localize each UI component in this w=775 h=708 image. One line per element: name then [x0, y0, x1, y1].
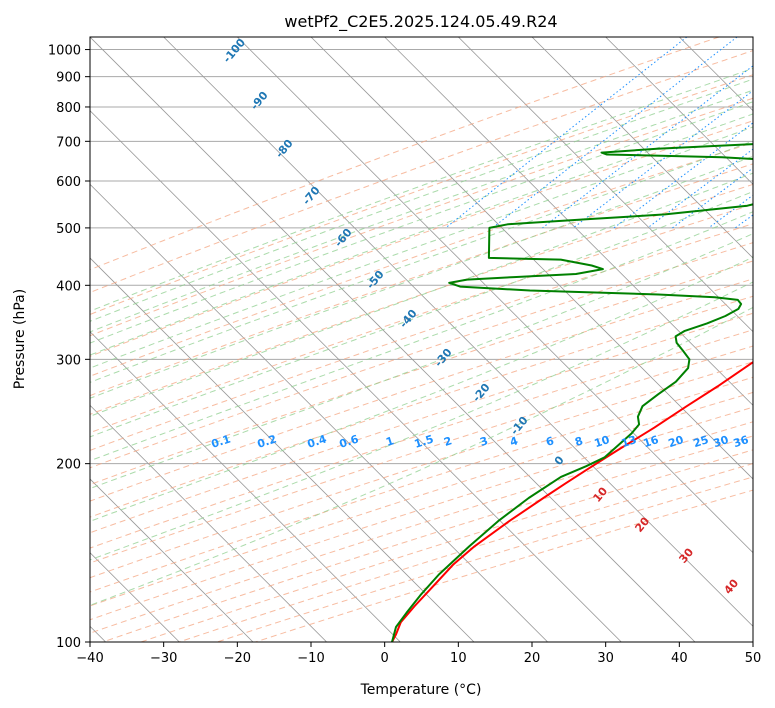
y-tick-label: 400: [56, 279, 81, 294]
y-tick-label: 500: [56, 222, 81, 237]
y-tick-label: 700: [56, 135, 81, 150]
mixing-ratio-label: 0.4: [306, 432, 329, 450]
isotherm-line: [90, 37, 696, 642]
isotherm-line: [384, 37, 753, 406]
moist-adiabat-line: [90, 233, 753, 490]
mixing-ratio-label: 0.2: [256, 432, 279, 450]
dry-adiabat-line: [90, 163, 753, 397]
y-tick-label: 300: [56, 353, 81, 368]
dry-adiabat-line: [90, 183, 753, 415]
dry-adiabat-line: [90, 329, 753, 549]
y-tick-label: 100: [56, 636, 81, 651]
profile-lines: [391, 143, 753, 642]
moist-adiabat-line: [90, 155, 753, 399]
y-tick-label: 800: [56, 101, 81, 116]
moist-adiabat-line: [90, 67, 753, 312]
mixing-ratio-label: 36: [732, 433, 751, 450]
mixing-ratio-label: 30: [712, 433, 731, 450]
mixing-ratio-line: [542, 65, 753, 229]
dry-adiabat-line: [90, 97, 753, 337]
y-axis: 100 200 300 400 500 600 700 800 900 1000: [48, 44, 90, 651]
moist-adiabat-line: [90, 306, 753, 606]
dry-adiabat-line: [90, 142, 753, 377]
isotherm-line: [90, 404, 327, 642]
isotherm-line: [90, 331, 401, 642]
isotherm-line: [458, 37, 753, 333]
temperature-line: [391, 360, 753, 642]
y-tick-label: 1000: [48, 44, 81, 59]
moist-adiabat-line: [90, 256, 753, 522]
mixing-ratio-label: 13: [620, 433, 639, 450]
y-tick-label: 900: [56, 71, 81, 86]
x-tick-label: 10: [450, 651, 467, 666]
mixing-ratio-label: 0.6: [338, 432, 361, 450]
mixing-ratio-label: 25: [692, 433, 711, 450]
isotherm-line: [605, 37, 753, 185]
x-tick-label: −40: [76, 651, 103, 666]
mixing-ratio-label: 2: [442, 434, 453, 449]
moist-adiabat-line: [90, 101, 753, 344]
x-tick-label: −20: [224, 651, 251, 666]
x-tick-label: −10: [297, 651, 324, 666]
x-tick-label: 20: [524, 651, 541, 666]
isotherm-line: [310, 37, 753, 480]
x-axis-title: Temperature (°C): [360, 682, 482, 698]
dry-adiabat-line: [90, 361, 753, 579]
mixing-ratio-label: 3: [478, 434, 489, 449]
mixing-ratio-label: 20: [667, 433, 686, 450]
y-axis-title: Pressure (hPa): [12, 289, 28, 389]
mixing-ratio-label: 4: [508, 434, 520, 449]
x-axis: −40 −30 −20 −10 0 10 20 30 40 50: [76, 642, 761, 666]
isotherm-line: [90, 110, 622, 642]
isotherm-line: [531, 37, 753, 259]
x-tick-label: 0: [381, 651, 389, 666]
isotherm-line: [90, 183, 548, 642]
mixing-ratio-label: 16: [642, 433, 661, 450]
moist-adiabat-line: [90, 172, 753, 417]
mixing-ratio-label: 1: [384, 434, 395, 449]
dry-adiabat-line: [90, 242, 753, 469]
dewpoint-line: [391, 143, 753, 642]
isotherm-line: [163, 37, 753, 627]
dry-adiabat-line: [90, 50, 753, 294]
chart-title: wetPf2_C2E5.2025.124.05.49.R24: [284, 12, 557, 32]
mixing-ratio-label: 0.1: [210, 432, 233, 450]
dry-adiabat-line: [90, 278, 753, 502]
x-tick-label: 40: [671, 651, 688, 666]
moist-adiabat-line: [90, 191, 753, 438]
dry-adiabat-line: [90, 223, 753, 451]
mixing-ratio-line: [572, 90, 753, 229]
mixing-ratio-label: 10: [593, 433, 612, 450]
x-tick-label: 30: [597, 651, 614, 666]
y-tick-label: 200: [56, 458, 81, 473]
plot-frame: [89, 36, 754, 643]
x-tick-label: −30: [150, 651, 177, 666]
isotherm-line: [90, 257, 475, 642]
dry-adiabat-line: [90, 74, 753, 315]
mixing-ratio-label: 6: [544, 434, 556, 449]
x-tick-label: 50: [745, 651, 762, 666]
moist-adiabat-line: [90, 140, 753, 383]
dry-adiabat-line: [90, 376, 753, 593]
mixing-ratio-line: [672, 167, 753, 229]
mixing-ratio-label: 1.5: [413, 432, 436, 450]
mixing-ratio-label: 8: [573, 434, 584, 449]
dry-adiabat-line: [90, 120, 753, 357]
isotherm-line: [237, 37, 753, 554]
background-lines: [90, 37, 753, 642]
y-tick-label: 600: [56, 175, 81, 190]
dry-adiabat-line: [90, 312, 753, 534]
mixing-ratio-line: [492, 37, 738, 229]
